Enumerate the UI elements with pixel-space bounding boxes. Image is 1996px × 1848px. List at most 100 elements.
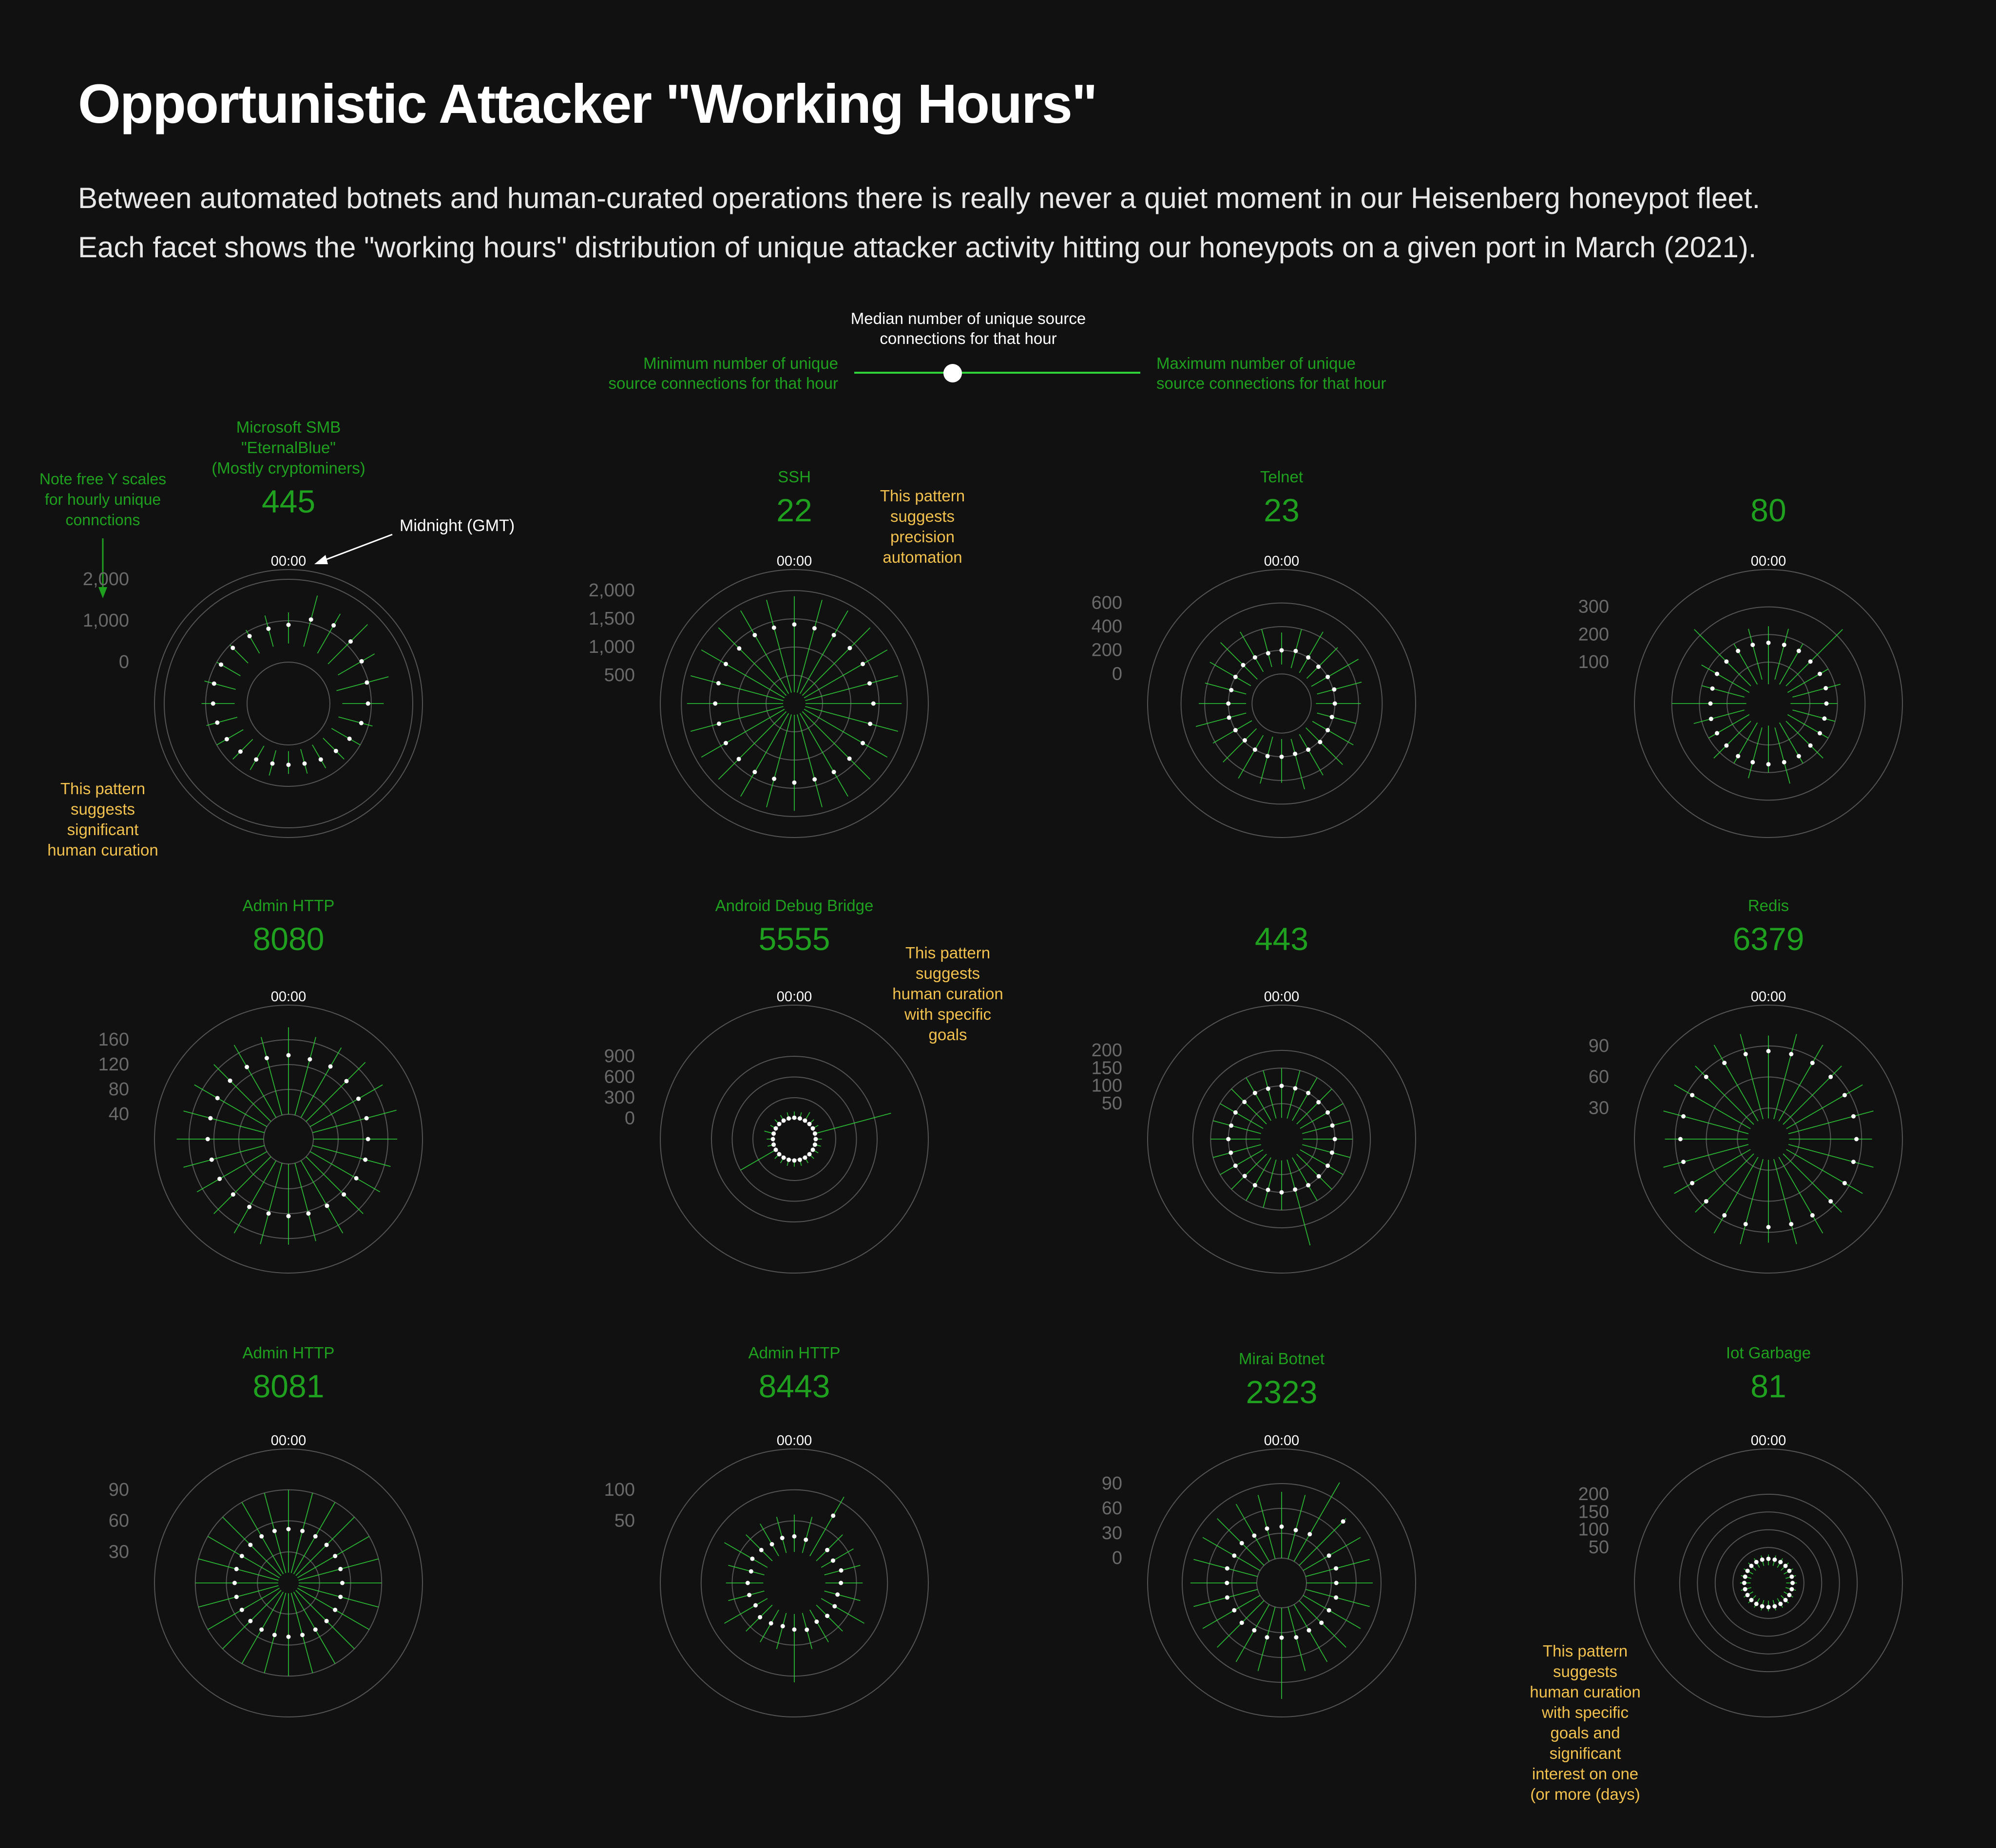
- median-dot: [1722, 1061, 1727, 1066]
- outer-ring: [1147, 1005, 1416, 1274]
- median-dot: [745, 1581, 750, 1585]
- median-dot: [1745, 1593, 1750, 1598]
- median-dot: [247, 1204, 252, 1209]
- range-spoke: [1694, 629, 1751, 686]
- median-dot: [209, 1157, 214, 1162]
- median-dot: [1708, 701, 1713, 706]
- midnight-tick: 00:00: [1264, 553, 1300, 569]
- range-spoke: [294, 1163, 316, 1241]
- tick-label: 200: [1092, 640, 1122, 661]
- range-spoke: [1674, 1149, 1751, 1194]
- median-dot: [272, 1528, 277, 1533]
- median-dot: [247, 634, 252, 639]
- median-dot: [1265, 754, 1270, 759]
- median-dot: [1818, 731, 1823, 736]
- annotation-line: suggests: [1553, 1662, 1617, 1680]
- median-dot: [716, 681, 721, 686]
- median-dot: [1789, 1587, 1794, 1592]
- range-spoke: [194, 1084, 268, 1127]
- range-spoke: [1260, 736, 1273, 784]
- median-dot: [1789, 1221, 1794, 1226]
- midnight-tick: 00:00: [1751, 1433, 1786, 1448]
- range-spoke: [1785, 629, 1843, 686]
- median-dot: [1783, 1598, 1788, 1602]
- median-dot: [832, 1604, 837, 1609]
- range-spoke: [1223, 728, 1257, 762]
- median-dot: [804, 1537, 808, 1542]
- tick-label: 400: [1092, 616, 1122, 637]
- median-dot: [716, 721, 721, 726]
- median-dot: [248, 1619, 253, 1623]
- tick-label: 0: [1112, 664, 1122, 684]
- tick-label: 0: [625, 1108, 635, 1129]
- median-dot: [1279, 754, 1284, 759]
- service-label: Admin HTTP: [243, 1344, 335, 1362]
- port-label: 22: [776, 492, 812, 528]
- range-spoke: [338, 716, 373, 727]
- tick-label: 30: [1102, 1523, 1122, 1543]
- range-spoke: [1263, 1159, 1277, 1208]
- annotation-line: with specific: [904, 1005, 991, 1023]
- tick-label: 600: [604, 1067, 635, 1087]
- range-spoke: [1792, 684, 1841, 698]
- median-dot: [839, 1581, 844, 1585]
- outer-ring: [154, 569, 423, 838]
- median-dot: [1823, 686, 1828, 690]
- median-dot: [1766, 1225, 1771, 1230]
- median-dot: [1316, 1174, 1321, 1179]
- outer-ring: [154, 1448, 423, 1717]
- range-spoke: [1263, 1070, 1277, 1119]
- median-dot: [771, 1142, 776, 1147]
- grid-ring: [711, 1056, 878, 1222]
- median-dot: [1242, 738, 1247, 743]
- range-spoke: [246, 629, 260, 654]
- median-dot: [1787, 1593, 1792, 1598]
- port-label: 6379: [1733, 921, 1804, 957]
- range-spoke: [1303, 1537, 1361, 1571]
- median-dot: [1316, 1100, 1321, 1105]
- service-label: Admin HTTP: [243, 896, 335, 914]
- facet-80: 300 200 100 00:00 80: [1578, 492, 1903, 838]
- median-dot: [1766, 1605, 1771, 1610]
- median-dot: [286, 762, 291, 767]
- median-dot: [1226, 701, 1231, 706]
- median-dot: [1279, 1524, 1284, 1529]
- range-spoke: [1240, 631, 1264, 672]
- tick-label: 300: [604, 1087, 635, 1108]
- range-spoke: [1287, 1495, 1306, 1559]
- median-dot: [807, 1122, 812, 1126]
- median-dot: [365, 1137, 370, 1142]
- median-dot: [1690, 1093, 1695, 1098]
- median-dot: [772, 777, 777, 781]
- median-dot: [1229, 1123, 1234, 1128]
- range-spoke: [740, 1149, 777, 1171]
- range-spoke: [1748, 629, 1763, 680]
- annotation-line: suggests: [71, 800, 135, 818]
- range-spoke: [1740, 1034, 1764, 1120]
- range-spoke: [233, 1160, 277, 1234]
- median-dot: [1842, 1181, 1847, 1185]
- range-spoke: [1202, 1537, 1261, 1571]
- range-spoke: [1774, 727, 1790, 784]
- range-spoke: [1300, 1103, 1343, 1129]
- median-dot: [1325, 728, 1330, 733]
- median-dot: [1325, 1110, 1330, 1115]
- tick-label: 30: [109, 1542, 129, 1562]
- median-dot: [1265, 1526, 1269, 1531]
- range-spoke: [300, 1047, 342, 1118]
- annotation-line: human curation: [47, 841, 158, 859]
- range-spoke: [718, 627, 787, 696]
- midnight-label: Midnight (GMT): [400, 516, 515, 535]
- median-dot: [313, 1627, 318, 1632]
- median-dot: [747, 1593, 752, 1598]
- range-spoke: [797, 714, 823, 807]
- port-label: 5555: [759, 921, 830, 957]
- median-dot: [812, 777, 817, 782]
- median-dot: [810, 1147, 815, 1152]
- median-dot: [1760, 1604, 1765, 1609]
- median-dot: [307, 1057, 312, 1062]
- median-dot: [1790, 1581, 1795, 1585]
- port-label: 443: [1255, 921, 1308, 957]
- page-title: Opportunistic Attacker "Working Hours": [78, 73, 1097, 134]
- range-spoke: [264, 615, 274, 647]
